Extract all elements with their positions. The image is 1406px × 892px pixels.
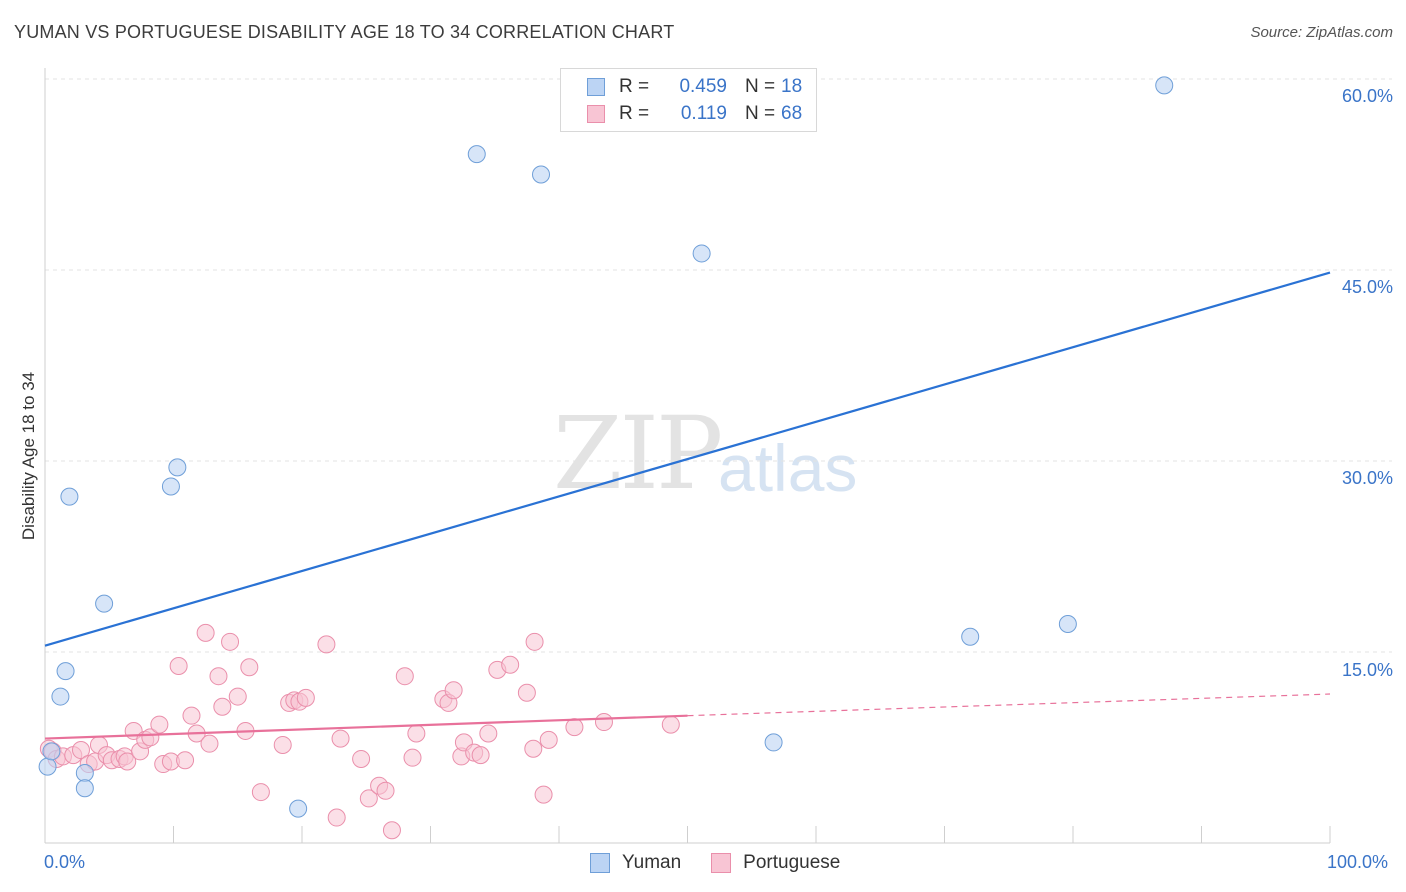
portuguese-point [251,783,270,802]
yuman-point [764,733,783,752]
portuguese-point [407,724,426,743]
portuguese-point [403,748,422,767]
portuguese-point [501,655,520,674]
portuguese-trend-extension [687,693,1331,717]
yuman-point [75,779,94,798]
legend-label-yuman: Yuman [622,852,682,873]
yuman-point [289,799,308,818]
legend-n-label: N = [745,76,776,97]
yuman-point [51,687,70,706]
y-tick-label-30: 30.0% [1341,468,1393,488]
legend-n-value: 18 [781,76,803,97]
yuman-swatch [590,853,610,873]
portuguese-point [182,706,201,725]
portuguese-swatch [711,853,732,873]
portuguese-point [539,730,558,749]
portuguese-point [327,808,346,827]
portuguese-point [395,667,414,686]
legend-n-value: 68 [781,103,803,124]
yuman-point [1155,76,1174,95]
legend-r-value: 0.459 [679,76,727,97]
portuguese-point [517,683,536,702]
chart-title: YUMAN VS PORTUGUESE DISABILITY AGE 18 TO… [14,22,675,42]
yuman-point [692,244,711,263]
series-legend: Yuman Portuguese [590,852,870,874]
portuguese-swatch [587,105,605,123]
portuguese-point [524,739,543,758]
portuguese-trend-line [44,714,688,740]
portuguese-point [169,657,188,676]
source-credit: Source: ZipAtlas.com [1250,24,1393,41]
x-tick-label-100: 100.0% [1327,852,1389,872]
x-tick-label-0: 0.0% [44,852,86,872]
portuguese-point [196,623,215,642]
portuguese-point [176,751,195,770]
stats-legend: R = 0.459 N = 18 R = 0.119 N = 68 [560,68,817,132]
yuman-point [38,757,57,776]
portuguese-point [228,687,247,706]
legend-item-portuguese[interactable]: Portuguese [711,852,840,874]
portuguese-point [359,789,378,808]
yuman-point [1058,614,1077,633]
legend-label-portuguese: Portuguese [743,852,841,873]
portuguese-point [317,635,336,654]
portuguese-point [444,681,463,700]
portuguese-point [273,735,292,754]
portuguese-point [382,821,401,840]
legend-r-label: R = [619,76,650,97]
portuguese-point [352,749,371,768]
portuguese-point [71,741,90,760]
legend-r-label: R = [619,103,650,124]
portuguese-point [534,785,553,804]
yuman-point [961,627,980,646]
portuguese-point [221,632,240,651]
yuman-point [75,763,94,782]
portuguese-point [118,752,137,771]
yuman-point [56,662,75,681]
yuman-point [532,165,551,184]
yuman-point [168,458,187,477]
portuguese-point [594,713,613,732]
legend-r-value: 0.119 [680,103,727,124]
portuguese-point [200,734,219,753]
y-tick-label-60: 60.0% [1341,86,1393,106]
portuguese-point [150,715,169,734]
y-axis-label: Disability Age 18 to 34 [19,371,38,541]
yuman-point [60,487,79,506]
portuguese-point [376,781,395,800]
portuguese-point [661,715,680,734]
portuguese-point [565,718,584,737]
yuman-point [161,477,180,496]
portuguese-point [479,724,498,743]
yuman-point [42,742,61,761]
portuguese-point [141,728,160,747]
y-tick-label-15: 15.0% [1341,660,1393,680]
legend-row-yuman: R = 0.459 N = 18 [587,75,802,99]
y-tick-label-45: 45.0% [1341,277,1393,297]
portuguese-point [209,667,228,686]
yuman-point [95,594,114,613]
portuguese-point [213,697,232,716]
yuman-trend-line [44,271,1331,647]
watermark-zip: ZIP [553,395,723,512]
portuguese-point [331,729,350,748]
legend-item-yuman[interactable]: Yuman [590,852,681,874]
yuman-swatch [587,78,605,96]
portuguese-point [240,658,259,677]
portuguese-point [525,632,544,651]
legend-n-label: N = [745,103,776,124]
legend-row-portuguese: R = 0.119 N = 68 [587,102,802,126]
portuguese-point [471,746,490,765]
yuman-point [467,145,486,164]
portuguese-point [296,688,315,707]
